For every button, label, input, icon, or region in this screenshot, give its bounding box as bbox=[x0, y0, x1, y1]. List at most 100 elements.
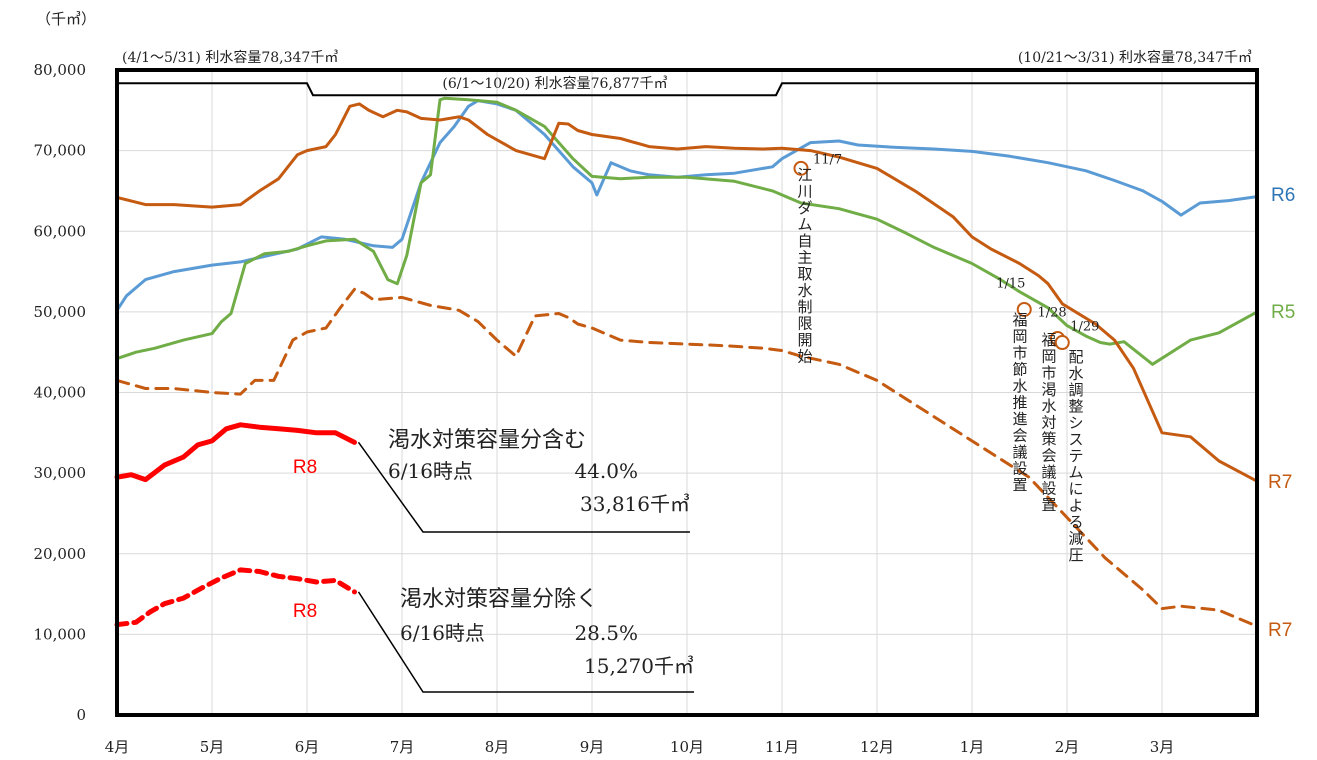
event-description-char: 減 bbox=[1068, 530, 1083, 548]
event-description-char: 策 bbox=[1041, 430, 1056, 448]
event-description-char: る bbox=[1068, 513, 1083, 531]
y-tick-label: 0 bbox=[76, 706, 86, 724]
x-tick-label: 11月 bbox=[765, 738, 799, 756]
event-description-char: 江 bbox=[797, 166, 812, 184]
callout-percent-value: 28.5% bbox=[574, 621, 638, 645]
event-description-char: 設 bbox=[1012, 460, 1027, 478]
event-description-char: ム bbox=[797, 216, 812, 234]
event-description-char: ダ bbox=[797, 199, 812, 217]
event-description-char: 配 bbox=[1068, 348, 1083, 366]
event-description-char: 岡 bbox=[1041, 348, 1056, 366]
event-description-char: 節 bbox=[1012, 361, 1027, 379]
y-tick-label: 80,000 bbox=[34, 61, 87, 79]
event-description-char: 水 bbox=[1068, 365, 1083, 383]
event-date-label: 1/29 bbox=[1070, 320, 1099, 335]
x-tick-label: 5月 bbox=[200, 738, 225, 756]
x-tick-label: 4月 bbox=[105, 738, 130, 756]
event-description-char: 調 bbox=[1068, 381, 1083, 399]
event-description-char: 岡 bbox=[1012, 328, 1027, 346]
x-tick-label: 3月 bbox=[1150, 738, 1175, 756]
y-tick-label: 40,000 bbox=[34, 384, 87, 402]
event-date-label: 1/15 bbox=[996, 276, 1025, 291]
event-marker bbox=[793, 160, 809, 176]
x-tick-label: 8月 bbox=[485, 738, 510, 756]
y-unit-label: （千㎥） bbox=[36, 10, 96, 28]
event-date-label: 1/28 bbox=[1038, 305, 1067, 320]
series-line-r8-dashed bbox=[114, 567, 357, 628]
callout-date-label: 6/16時点 bbox=[400, 621, 485, 645]
capacity-label: (6/1～10/20) 利水容量76,877千㎥ bbox=[442, 75, 667, 92]
event-description-char: 会 bbox=[1041, 447, 1056, 465]
callout-percent-value: 44.0% bbox=[574, 459, 638, 483]
event-description-char: 議 bbox=[1041, 463, 1056, 481]
event-description-char: ス bbox=[1068, 431, 1083, 449]
series-line-r7-solid bbox=[115, 102, 1259, 483]
x-tick-label: 12月 bbox=[860, 738, 894, 756]
callout-leader-line bbox=[357, 441, 690, 533]
event-description-char: 主 bbox=[797, 249, 812, 267]
event-description-char: 置 bbox=[1012, 476, 1027, 494]
event-description-char: 限 bbox=[797, 315, 812, 333]
event-description-char: 開 bbox=[797, 331, 812, 349]
event-description-char: 会 bbox=[1012, 427, 1027, 445]
callout-volume-value: 15,270千㎥ bbox=[584, 654, 694, 678]
series-label-r8: R8 bbox=[293, 457, 317, 478]
series-line-r5-solid bbox=[115, 96, 1259, 366]
event-description-char: 整 bbox=[1068, 398, 1083, 416]
series-line-r6-solid bbox=[115, 99, 1259, 312]
x-tick-label: 9月 bbox=[580, 738, 605, 756]
y-tick-label: 60,000 bbox=[34, 222, 87, 240]
y-tick-label: 10,000 bbox=[34, 625, 87, 643]
x-tick-label: 10月 bbox=[670, 738, 704, 756]
event-marker bbox=[1016, 301, 1032, 317]
y-tick-label: 70,000 bbox=[34, 142, 87, 160]
y-tick-label: 30,000 bbox=[34, 464, 87, 482]
capacity-line bbox=[117, 82, 1257, 97]
series-label-r6: R6 bbox=[1271, 185, 1295, 206]
event-description-char: テ bbox=[1068, 447, 1083, 465]
event-description-char: 圧 bbox=[1068, 546, 1083, 564]
event-description-char: 市 bbox=[1041, 364, 1056, 382]
callout-date-label: 6/16時点 bbox=[388, 459, 473, 483]
y-tick-label: 20,000 bbox=[34, 545, 87, 563]
event-description-char: 水 bbox=[1041, 397, 1056, 415]
event-description-char: 福 bbox=[1041, 331, 1056, 349]
callout-title: 渇水対策容量分除く bbox=[400, 587, 598, 612]
x-tick-label: 6月 bbox=[295, 738, 320, 756]
series-label-r8: R8 bbox=[293, 601, 317, 622]
event-description-char: ム bbox=[1068, 464, 1083, 482]
event-description-char: 始 bbox=[797, 348, 812, 366]
x-tick-label: 1月 bbox=[960, 738, 985, 756]
callout-volume-value: 33,816千㎥ bbox=[580, 492, 690, 516]
event-description-char: よ bbox=[1068, 497, 1083, 515]
event-marker bbox=[1054, 335, 1070, 351]
event-description-char: 渇 bbox=[1041, 381, 1056, 399]
x-tick-label: 7月 bbox=[390, 738, 415, 756]
callout-title: 渇水対策容量分含む bbox=[388, 428, 586, 453]
series-label-r7: R7 bbox=[1268, 620, 1292, 641]
series-label-r7: R7 bbox=[1268, 472, 1292, 493]
capacity-label: (4/1～5/31) 利水容量78,347千㎥ bbox=[122, 49, 338, 66]
event-description-char: 制 bbox=[797, 298, 812, 316]
capacity-label: (10/21～3/31) 利水容量78,347千㎥ bbox=[1018, 49, 1252, 66]
event-description-char: シ bbox=[1068, 414, 1083, 432]
event-description-char: 自 bbox=[797, 232, 812, 250]
event-description-char: に bbox=[1068, 480, 1083, 498]
event-description-char: 推 bbox=[1012, 394, 1027, 412]
event-description-char: 進 bbox=[1012, 410, 1027, 428]
event-description-char: 取 bbox=[797, 265, 812, 283]
series-label-r5: R5 bbox=[1271, 302, 1295, 323]
series-line-r8-solid bbox=[114, 422, 357, 483]
callout-leader-line bbox=[357, 591, 694, 693]
series-line-r7-dashed bbox=[115, 287, 1259, 628]
event-description-char: 福 bbox=[1012, 311, 1027, 329]
event-description-char: 置 bbox=[1041, 496, 1056, 514]
event-description-char: 議 bbox=[1012, 443, 1027, 461]
y-tick-label: 50,000 bbox=[34, 303, 87, 321]
event-description-char: 水 bbox=[1012, 377, 1027, 395]
event-description-char: 対 bbox=[1041, 414, 1056, 432]
x-tick-label: 2月 bbox=[1055, 738, 1080, 756]
event-description-char: 水 bbox=[797, 282, 812, 300]
event-description-char: 設 bbox=[1041, 480, 1056, 498]
